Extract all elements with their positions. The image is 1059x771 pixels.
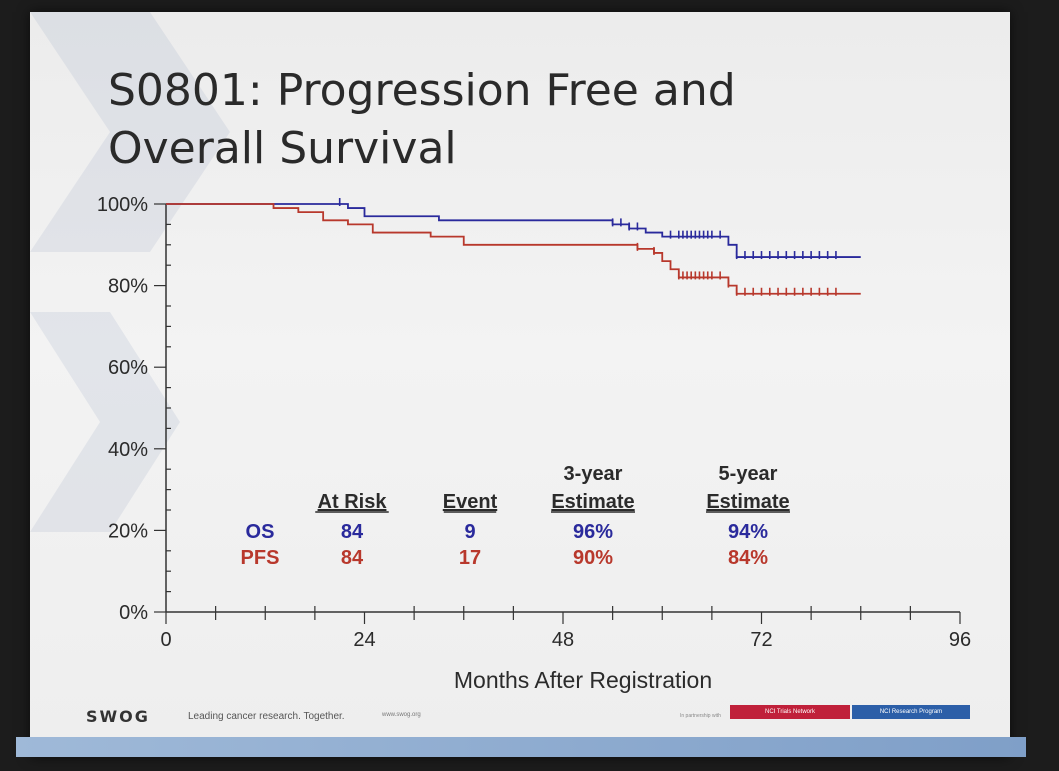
chart-curves (166, 198, 861, 296)
pfs-curve (166, 203, 861, 295)
background-chevron-decoration (30, 12, 230, 532)
x-tick-label: 72 (750, 629, 772, 651)
header-5-year-estimate: Estimate (706, 491, 789, 513)
y-tick-label: 20% (108, 520, 148, 542)
title-line-1: S0801: Progression Free and (108, 65, 736, 116)
pfs-row-event: 17 (459, 547, 481, 569)
pfs-row-y5: 84% (728, 547, 768, 569)
slide: S0801: Progression Free and Overall Surv… (16, 12, 1026, 757)
pfs-row-at-risk: 84 (341, 547, 364, 569)
y-tick-label: 40% (108, 439, 148, 461)
os-row-at-risk: 84 (341, 521, 364, 543)
pfs-row-y3: 90% (573, 547, 613, 569)
x-tick-label: 0 (160, 629, 171, 651)
header-3-year: 3-year (564, 463, 623, 485)
swog-logo: SWOG (86, 707, 150, 726)
x-tick-label: 24 (353, 629, 375, 651)
header-3-year-estimate: Estimate (551, 491, 634, 513)
slide-title: S0801: Progression Free and Overall Surv… (108, 62, 868, 178)
footer-url: www.swog.org (382, 712, 421, 718)
x-tick-label: 48 (552, 629, 574, 651)
x-tick-label: 96 (949, 629, 971, 651)
header-event: Event (443, 491, 498, 513)
footer-band (16, 737, 1026, 757)
os-row-y5: 94% (728, 521, 768, 543)
header-at-risk: At Risk (318, 491, 388, 513)
chart-axes: 0% 20% 40% 60% 80% 100% 0 24 48 72 96 (97, 194, 971, 651)
pfs-row-label: PFS (241, 547, 280, 569)
os-row-y3: 96% (573, 521, 613, 543)
footer: SWOG Leading cancer research. Together. … (16, 701, 1026, 757)
os-curve (166, 203, 861, 258)
footer-tagline: Leading cancer research. Together. (188, 711, 345, 722)
title-line-2: Overall Survival (108, 123, 457, 174)
footer-partner-text: In partnership with (680, 713, 721, 719)
nci-trials-network-logo: NCI Trials Network (730, 705, 850, 719)
nci-research-program-logo: NCI Research Program (852, 705, 970, 719)
survival-chart: 0% 20% 40% 60% 80% 100% 0 24 48 72 96 At Risk Event… (97, 194, 971, 693)
y-tick-label: 60% (108, 357, 148, 379)
os-row-event: 9 (464, 521, 475, 543)
os-row-label: OS (246, 521, 275, 543)
y-tick-label: 0% (119, 602, 148, 624)
y-tick-label: 100% (97, 194, 148, 216)
x-axis-title: Months After Registration (454, 667, 712, 693)
y-tick-label: 80% (108, 276, 148, 298)
header-5-year: 5-year (719, 463, 778, 485)
summary-table: At Risk Event 3-year Estimate 5-year Estimate… (241, 463, 790, 569)
